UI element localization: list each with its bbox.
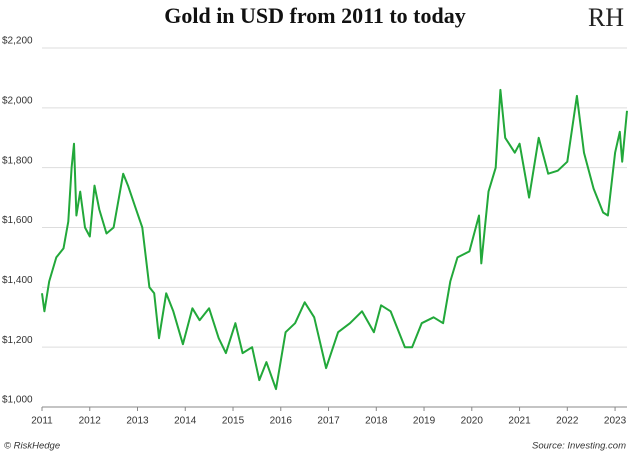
x-tick-label: 2022 — [556, 416, 579, 427]
y-tick-label: $1,200 — [2, 335, 33, 346]
x-tick-label: 2018 — [365, 416, 388, 427]
source: Source: Investing.com — [532, 441, 626, 452]
x-tick-label: 2011 — [31, 416, 53, 427]
y-tick-label: $1,000 — [2, 395, 33, 406]
y-tick-label: $2,200 — [2, 36, 33, 47]
x-tick-label: 2021 — [508, 416, 531, 427]
y-tick-label: $1,600 — [2, 215, 33, 226]
x-tick-label: 2014 — [174, 416, 197, 427]
x-tick-label: 2012 — [79, 416, 102, 427]
credit: © RiskHedge — [4, 441, 60, 452]
price-line — [41, 88, 628, 391]
x-tick-label: 2016 — [270, 416, 293, 427]
x-tick-label: 2013 — [126, 416, 149, 427]
x-tick-label: 2017 — [317, 416, 340, 427]
chart-title: Gold in USD from 2011 to today — [164, 3, 466, 28]
logo: RH — [588, 3, 624, 32]
x-tick-label: 2019 — [413, 416, 436, 427]
x-tick-label: 2023 — [604, 416, 627, 427]
x-tick-label: 2020 — [461, 416, 484, 427]
y-tick-label: $1,800 — [2, 155, 33, 166]
y-tick-label: $2,000 — [2, 95, 33, 106]
y-tick-label: $1,400 — [2, 275, 33, 286]
x-tick-label: 2015 — [222, 416, 245, 427]
